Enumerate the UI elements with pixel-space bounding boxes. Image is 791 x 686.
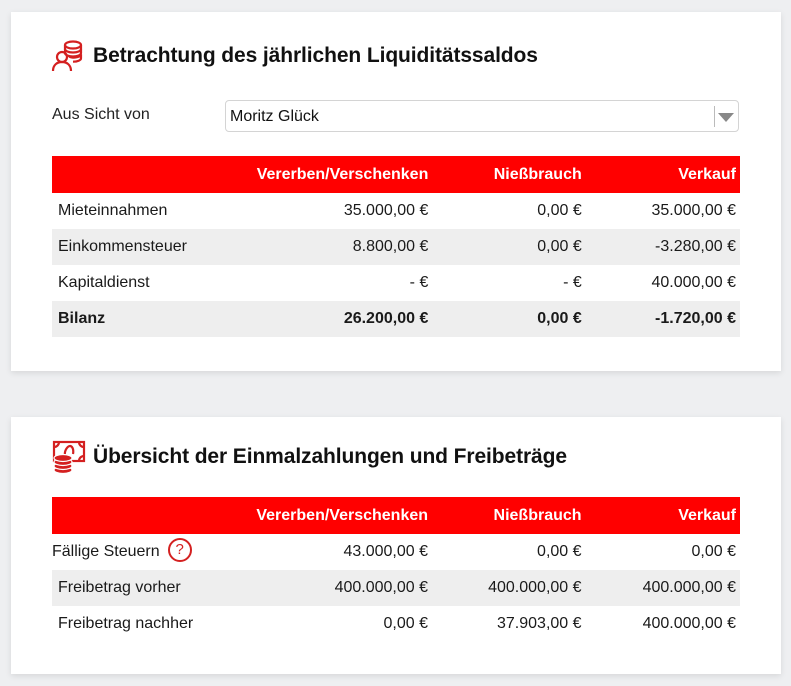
row-label: Einkommensteuer: [52, 229, 225, 265]
cell-verkauf: -1.720,00 €: [585, 301, 740, 337]
payments-title: Übersicht der Einmalzahlungen und Freibe…: [93, 445, 567, 468]
cell-vererben: 8.800,00 €: [224, 229, 433, 265]
payments-table: Vererben/Verschenken Nießbrauch Verkauf …: [52, 497, 740, 642]
cell-vererben: 400.000,00 €: [224, 570, 433, 606]
cell-vererben: 35.000,00 €: [343, 202, 429, 219]
cell-niessbrauch: 0,00 €: [537, 202, 582, 219]
cell-verkauf: 35.000,00 €: [651, 202, 736, 219]
coins-person-icon: [51, 40, 83, 72]
perspective-select-value: Moritz Glück: [230, 108, 319, 125]
column-header-niessbrauch: Nießbrauch: [432, 497, 586, 534]
select-divider: [714, 106, 715, 127]
table-header-row: Vererben/Verschenken Nießbrauch Verkauf: [52, 497, 740, 534]
liquidity-table: Vererben/Verschenken Nießbrauch Verkauf …: [52, 156, 740, 337]
payments-header: Übersicht der Einmalzahlungen und Freibe…: [51, 439, 567, 475]
perspective-label: Aus Sicht von: [52, 106, 150, 123]
chevron-down-icon[interactable]: [718, 113, 734, 122]
row-label: Freibetrag vorher: [52, 570, 225, 606]
table-row: Einkommensteuer 8.800,00 € 0,00 € -3.280…: [52, 229, 740, 265]
liquidity-header: Betrachtung des jährlichen Liquiditätssa…: [51, 38, 538, 74]
column-header-label: [52, 156, 225, 193]
cell-vererben: 43.000,00 €: [343, 543, 429, 560]
liquidity-title: Betrachtung des jährlichen Liquiditätssa…: [93, 44, 538, 67]
table-row: Kapitaldienst - € - € 40.000,00 €: [52, 265, 740, 301]
table-row: Fällige Steuern? 43.000,00 € 0,00 € 0,00…: [52, 534, 740, 570]
table-row: Freibetrag nachher 0,00 € 37.903,00 € 40…: [52, 606, 740, 642]
payments-card: Übersicht der Einmalzahlungen und Freibe…: [11, 417, 781, 674]
cell-verkauf: 400.000,00 €: [642, 615, 736, 632]
cell-niessbrauch: 400.000,00 €: [432, 570, 586, 606]
cell-niessbrauch: 37.903,00 €: [497, 615, 582, 632]
cell-vererben: 0,00 €: [383, 615, 429, 632]
cell-niessbrauch: - €: [563, 274, 582, 291]
perspective-select[interactable]: Moritz Glück: [225, 100, 739, 132]
table-row-total: Bilanz 26.200,00 € 0,00 € -1.720,00 €: [52, 301, 740, 337]
column-header-verkauf: Verkauf: [585, 156, 740, 193]
cell-niessbrauch: 0,00 €: [432, 229, 586, 265]
row-label: Mieteinnahmen: [58, 202, 168, 219]
cell-verkauf: -3.280,00 €: [585, 229, 740, 265]
liquidity-card: Betrachtung des jährlichen Liquiditätssa…: [11, 12, 781, 371]
table-header-row: Vererben/Verschenken Nießbrauch Verkauf: [52, 156, 740, 193]
column-header-verkauf: Verkauf: [585, 497, 740, 534]
cell-niessbrauch: 0,00 €: [537, 543, 582, 560]
table-row: Freibetrag vorher 400.000,00 € 400.000,0…: [52, 570, 740, 606]
cell-vererben: - €: [409, 274, 429, 291]
money-coins-icon: [52, 440, 86, 475]
help-icon[interactable]: ?: [167, 538, 192, 562]
row-label: Bilanz: [52, 301, 225, 337]
column-header-label: [52, 497, 225, 534]
column-header-niessbrauch: Nießbrauch: [432, 156, 586, 193]
row-label: Kapitaldienst: [58, 274, 150, 291]
column-header-vererben: Vererben/Verschenken: [224, 497, 433, 534]
table-row: Mieteinnahmen 35.000,00 € 0,00 € 35.000,…: [52, 193, 740, 229]
cell-verkauf: 40.000,00 €: [651, 274, 736, 291]
row-label: Freibetrag nachher: [58, 615, 194, 632]
cell-verkauf: 400.000,00 €: [585, 570, 740, 606]
row-label: Fällige Steuern: [52, 543, 160, 561]
cell-verkauf: 0,00 €: [691, 543, 736, 560]
row-label-cell: Fällige Steuern?: [52, 534, 224, 570]
perspective-row: Aus Sicht von Moritz Glück: [52, 100, 741, 134]
cell-vererben: 26.200,00 €: [224, 301, 433, 337]
cell-niessbrauch: 0,00 €: [432, 301, 586, 337]
column-header-vererben: Vererben/Verschenken: [224, 156, 433, 193]
